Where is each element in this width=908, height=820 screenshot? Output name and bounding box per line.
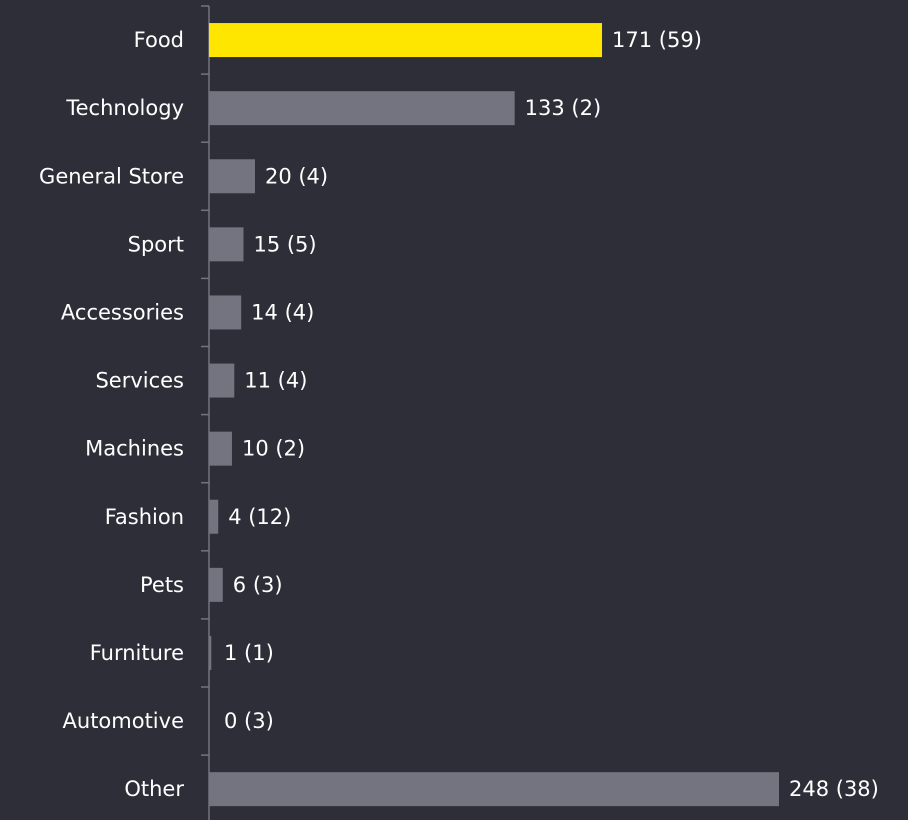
value-label: 248 (38): [789, 777, 879, 801]
y-tick-label: Food: [134, 28, 184, 52]
value-label: 15 (5): [253, 232, 316, 256]
y-tick-label: Fashion: [105, 505, 184, 529]
bar: [209, 227, 244, 262]
bar: [209, 567, 223, 602]
value-label: 10 (2): [242, 437, 305, 461]
y-tick-label: Technology: [65, 96, 184, 120]
bar: [209, 91, 515, 126]
value-label: 6 (3): [233, 573, 283, 597]
value-label: 11 (4): [244, 369, 307, 393]
y-tick-label: General Store: [39, 164, 184, 188]
y-tick-label: Services: [95, 369, 184, 393]
y-tick-label: Pets: [140, 573, 184, 597]
value-label: 14 (4): [251, 300, 314, 324]
bar: [209, 295, 242, 330]
bar: [209, 431, 232, 466]
bar: [209, 159, 255, 194]
y-tick-label: Other: [124, 777, 184, 801]
value-label: 133 (2): [525, 96, 602, 120]
value-label: 1 (1): [224, 641, 274, 665]
y-tick-label: Accessories: [61, 300, 184, 324]
value-label: 171 (59): [612, 28, 702, 52]
y-tick-label: Sport: [128, 232, 184, 256]
y-tick-label: Automotive: [63, 709, 184, 733]
bar: [209, 499, 219, 534]
bar: [209, 23, 603, 58]
bar: [209, 635, 212, 670]
bar: [209, 772, 779, 807]
y-tick-label: Furniture: [90, 641, 184, 665]
value-label: 0 (3): [224, 709, 274, 733]
value-label: 4 (12): [228, 505, 291, 529]
bar: [209, 363, 235, 398]
y-tick-label: Machines: [85, 437, 184, 461]
value-label: 20 (4): [265, 164, 328, 188]
